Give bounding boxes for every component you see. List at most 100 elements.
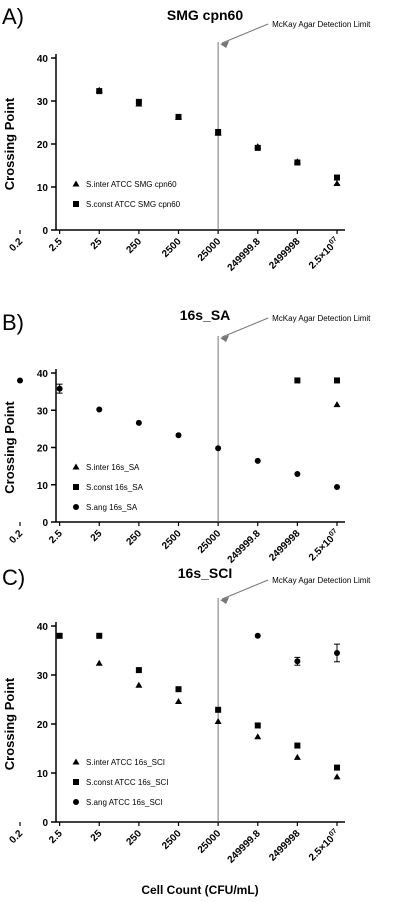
data-point	[214, 718, 222, 725]
data-point	[294, 470, 301, 477]
x-tick-label: 250	[124, 528, 144, 548]
x-tick-label: 0.2	[8, 528, 26, 546]
annotation-arrow	[221, 23, 269, 44]
x-tick-label: 25000	[196, 236, 224, 264]
y-tick-label: 40	[37, 369, 49, 380]
x-tick-label: 249999.8	[226, 828, 264, 866]
y-tick-label: 40	[37, 622, 49, 633]
data-point	[175, 432, 182, 439]
x-tick-label: 249999.8	[226, 528, 264, 566]
data-point	[254, 457, 261, 464]
x-tick-label: 25000	[196, 528, 224, 556]
legend-marker	[72, 758, 80, 765]
legend-entry: S.const ATCC 16s_SCI	[86, 778, 169, 787]
legend-entry: S.inter 16s_SA	[86, 463, 140, 472]
data-point	[135, 98, 142, 105]
legend-entry: S.inter ATCC 16s_SCI	[86, 758, 165, 767]
y-tick-label: 40	[37, 54, 49, 65]
y-tick-label: 0	[42, 818, 48, 829]
data-point	[333, 773, 341, 780]
data-point	[135, 681, 143, 688]
data-point	[175, 697, 182, 704]
data-point	[254, 722, 261, 729]
x-tick-label: 0.2	[8, 828, 26, 846]
legend-marker	[73, 201, 79, 207]
x-tick-label: 2499998	[267, 236, 303, 272]
x-tick-label: 2.5	[47, 528, 65, 546]
x-tick-label: 25	[89, 528, 105, 544]
panel-label: B)	[2, 310, 24, 335]
y-tick-label: 10	[37, 769, 49, 780]
data-point	[294, 159, 301, 166]
x-tick-label: 2499998	[267, 828, 303, 864]
data-point	[135, 419, 142, 426]
legend-marker	[73, 779, 79, 785]
legend-entry: S.const ATCC SMG cpn60	[86, 200, 181, 209]
y-axis-label: Crossing Point	[2, 401, 17, 494]
detection-limit-annotation: McKay Agar Detection Limit	[272, 314, 371, 323]
y-tick-label: 10	[37, 481, 49, 492]
data-point	[293, 753, 301, 760]
y-tick-label: 20	[37, 720, 49, 731]
legend-entry: S.ang ATCC 16s_SCI	[86, 798, 163, 807]
x-tick-label: 2500	[160, 828, 184, 852]
data-point	[175, 113, 182, 120]
series-square	[56, 632, 340, 771]
y-tick-label: 30	[37, 671, 49, 682]
x-tick-label: 2.5	[47, 828, 65, 846]
annotation-arrowhead	[220, 335, 230, 342]
x-axis-label: Cell Count (CFU/mL)	[141, 883, 258, 897]
x-tick-label: 2.5×1007	[306, 236, 342, 272]
legend-entry: S.const 16s_SA	[86, 483, 144, 492]
panel-label: A)	[2, 4, 24, 29]
legend-marker	[73, 484, 79, 490]
data-point	[333, 401, 341, 408]
data-point	[96, 632, 103, 639]
annotation-arrowhead	[220, 41, 230, 48]
data-point	[95, 659, 103, 666]
data-point	[135, 667, 142, 674]
series-square	[294, 377, 340, 384]
x-tick-label: 2500	[160, 236, 184, 260]
legend-entry: S.ang 16s_SA	[86, 503, 138, 512]
legend-entry: S.inter ATCC SMG cpn60	[86, 180, 177, 189]
series-triangle	[95, 659, 341, 780]
detection-limit-annotation: McKay Agar Detection Limit	[272, 20, 371, 29]
x-tick-label: 25	[89, 236, 105, 252]
chart-title: 16s_SCI	[178, 565, 232, 581]
panel-label: C)	[2, 565, 25, 590]
x-tick-label: 250	[124, 828, 144, 848]
annotation-arrowhead	[220, 597, 230, 604]
annotation-arrow	[221, 317, 269, 338]
data-point	[254, 632, 261, 639]
legend-marker	[73, 799, 79, 805]
data-point	[17, 377, 23, 384]
y-tick-label: 30	[37, 406, 49, 417]
data-point	[215, 128, 222, 135]
data-point	[334, 377, 340, 384]
data-point	[294, 742, 301, 749]
data-point	[215, 445, 222, 452]
x-tick-label: 2.5	[47, 236, 65, 254]
y-tick-label: 20	[37, 444, 49, 455]
x-tick-label: 0.2	[8, 236, 26, 254]
annotation-arrow	[221, 579, 269, 600]
x-tick-label: 25000	[196, 828, 224, 856]
data-point	[215, 706, 222, 713]
x-tick-label: 2499998	[267, 528, 303, 564]
data-point	[334, 764, 340, 771]
chart-title: 16s_SA	[180, 307, 231, 323]
chart-title: SMG cpn60	[167, 7, 243, 23]
data-point	[175, 686, 182, 693]
legend-marker	[72, 463, 80, 470]
x-tick-label: 249999.8	[226, 236, 264, 274]
x-tick-label: 2500	[160, 528, 184, 552]
data-point	[334, 483, 340, 490]
y-tick-label: 10	[37, 183, 49, 194]
legend-marker	[72, 180, 80, 187]
y-axis-label: Crossing Point	[2, 677, 17, 770]
y-tick-label: 20	[37, 140, 49, 151]
